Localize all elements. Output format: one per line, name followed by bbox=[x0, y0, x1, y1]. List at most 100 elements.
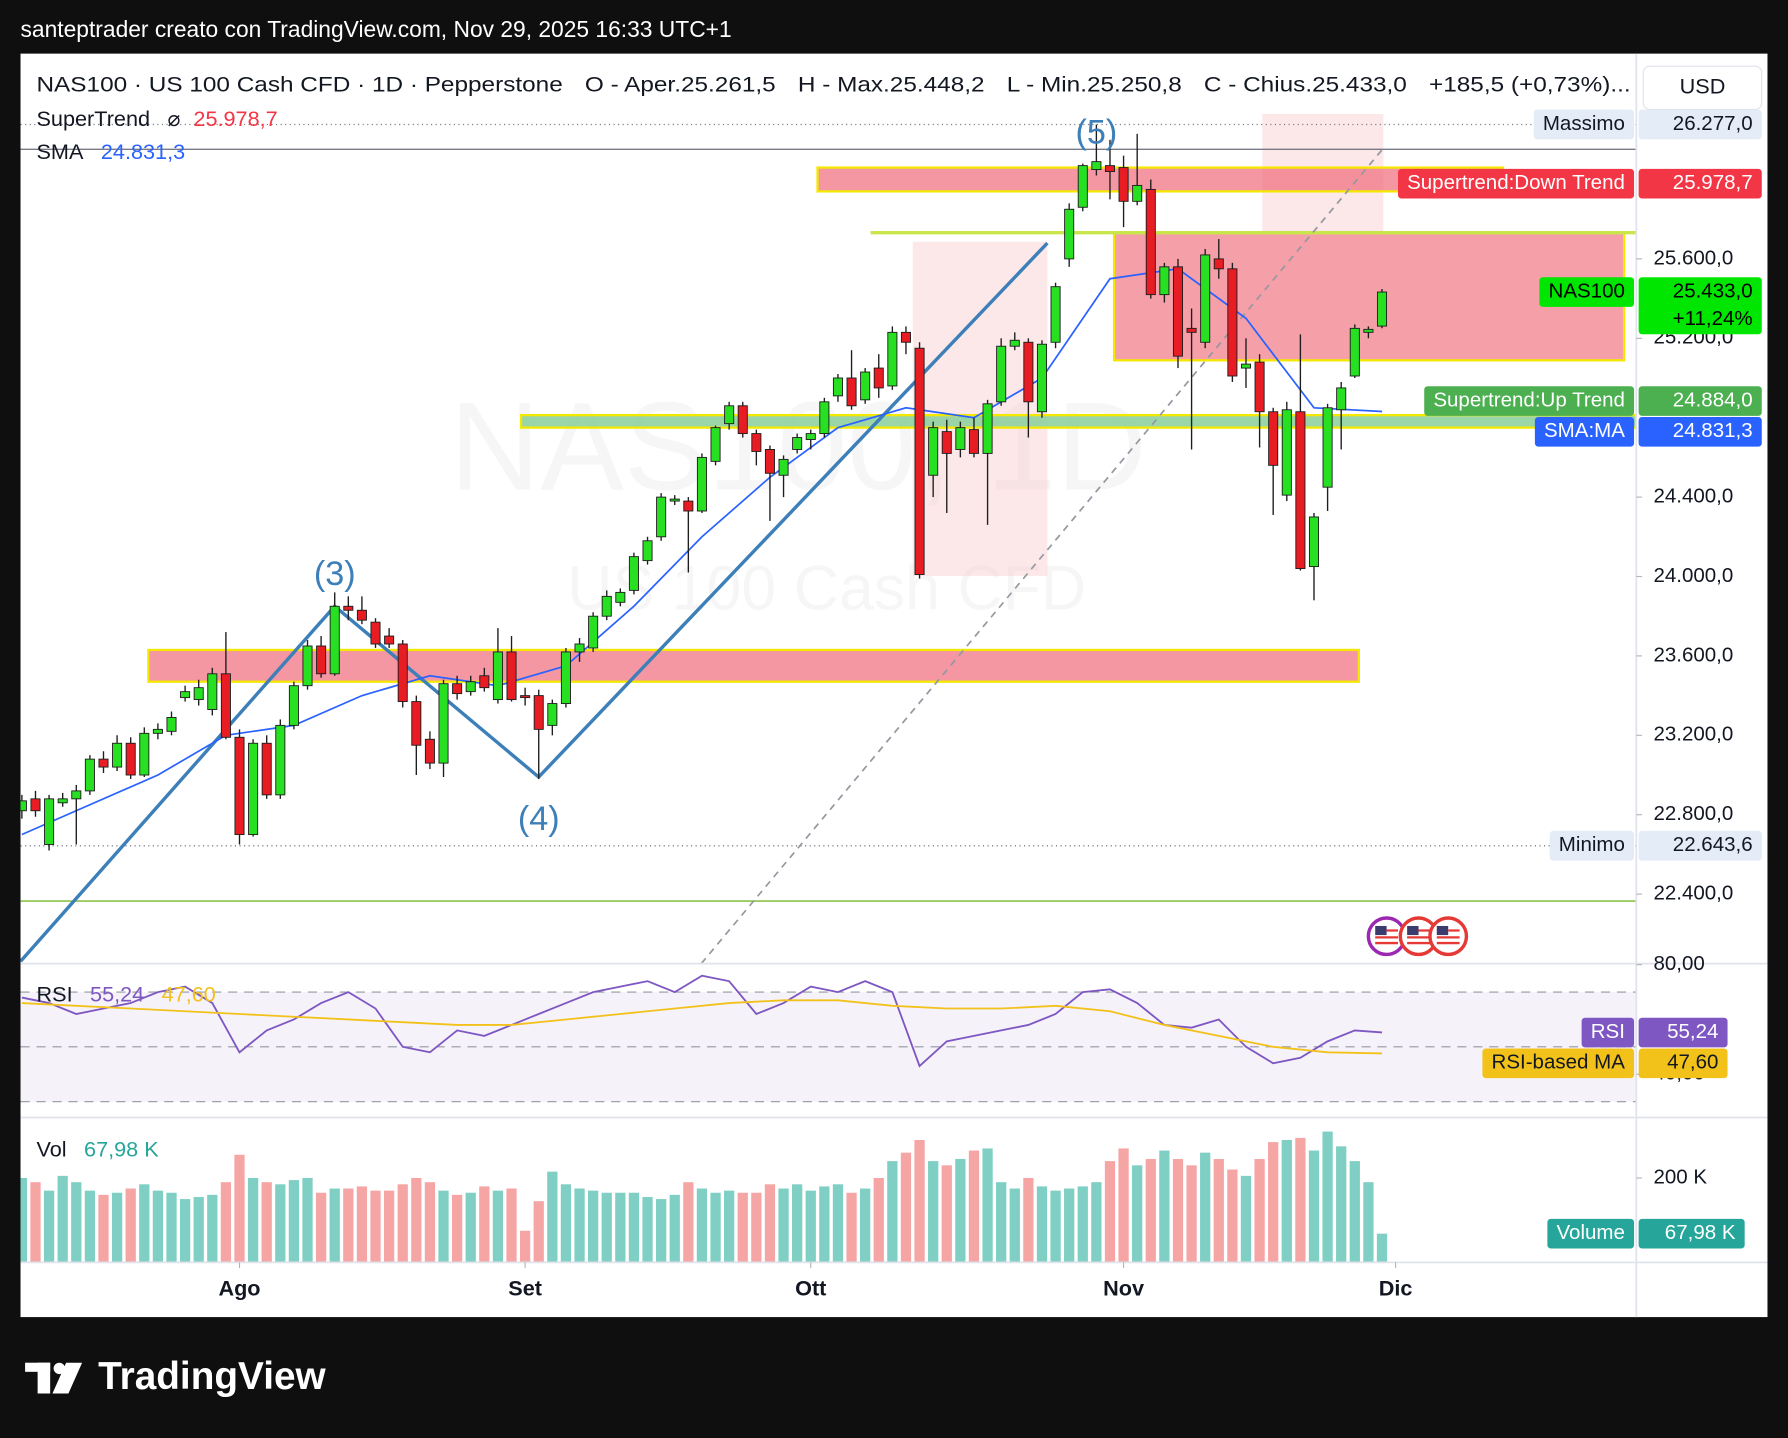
candle-body bbox=[1077, 165, 1088, 208]
volume-bar bbox=[846, 1192, 857, 1263]
price-tag bbox=[1638, 1048, 1728, 1079]
candle-body bbox=[1376, 291, 1388, 327]
candle-body bbox=[941, 431, 952, 454]
candle-body bbox=[1322, 407, 1333, 488]
y-tick-label: 24.000,0 bbox=[1653, 564, 1733, 587]
candle-body bbox=[193, 687, 204, 701]
tag-name-box bbox=[1533, 109, 1635, 140]
change-label: +185,5 (+0,73%)... bbox=[1429, 71, 1631, 96]
candle-body bbox=[492, 651, 503, 701]
tag-name: NAS100 bbox=[1549, 279, 1625, 302]
candle-body bbox=[873, 367, 884, 389]
currency-button[interactable] bbox=[1642, 65, 1763, 111]
volume-bar bbox=[1308, 1150, 1320, 1263]
volume-bar bbox=[737, 1192, 748, 1263]
price-tag-value: 25.978,7 bbox=[1673, 171, 1753, 194]
logo-part bbox=[53, 1362, 65, 1375]
volume-bar bbox=[1159, 1150, 1170, 1263]
sma-legend: SMA 24.831,3 bbox=[36, 139, 185, 164]
volume-bar bbox=[111, 1192, 123, 1263]
candle-body bbox=[1213, 258, 1224, 270]
candle-body bbox=[547, 703, 558, 726]
tag-name-box bbox=[1581, 1017, 1635, 1048]
flag-canton bbox=[1407, 925, 1419, 936]
candle-body bbox=[397, 643, 408, 703]
flag-stripes bbox=[1375, 929, 1460, 945]
candle-body bbox=[180, 691, 191, 699]
event-icons bbox=[1366, 916, 1469, 957]
event-icon[interactable] bbox=[1428, 916, 1469, 957]
candle-body bbox=[248, 742, 259, 836]
wave-line bbox=[20, 241, 1049, 963]
volume-bar bbox=[220, 1182, 232, 1263]
logo-part bbox=[37, 1362, 51, 1394]
candle-body bbox=[1268, 411, 1279, 466]
volume-bar bbox=[139, 1184, 150, 1263]
candle-body bbox=[71, 790, 82, 800]
currency-label[interactable]: USD bbox=[1680, 74, 1726, 99]
candle-body bbox=[84, 758, 95, 792]
indicator-value: 67,98 K bbox=[84, 1136, 159, 1161]
volume-bar bbox=[1254, 1158, 1265, 1263]
candle-body bbox=[30, 798, 41, 812]
volume-bar bbox=[887, 1161, 898, 1263]
symbol-title: NAS100 · US 100 Cash CFD · 1D · Pepperst… bbox=[36, 71, 562, 96]
candle-body bbox=[846, 377, 857, 407]
candle-body bbox=[683, 500, 694, 512]
candle-body bbox=[533, 695, 544, 730]
candle-body bbox=[574, 643, 585, 653]
logo-part bbox=[52, 1362, 83, 1394]
candle-body bbox=[384, 635, 395, 645]
candle-body bbox=[438, 683, 449, 764]
volume-bar bbox=[1104, 1161, 1116, 1263]
volume-bar bbox=[329, 1188, 340, 1263]
indicator-name: Vol bbox=[36, 1136, 66, 1161]
candle-body bbox=[261, 742, 272, 796]
flag-canton bbox=[1375, 925, 1387, 936]
candle-body bbox=[1349, 327, 1360, 377]
tag-name: RSI bbox=[1591, 1020, 1625, 1043]
tag-name-box bbox=[1482, 1048, 1635, 1079]
flag-canton bbox=[1436, 925, 1449, 936]
indicator-name: RSI bbox=[36, 981, 72, 1006]
volume-bar bbox=[873, 1177, 884, 1263]
volume-bar bbox=[1186, 1165, 1197, 1263]
y-tick-label: 200 K bbox=[1653, 1165, 1707, 1188]
y-tick-label: 25.600,0 bbox=[1653, 246, 1733, 269]
candle-body bbox=[656, 496, 667, 538]
candle-body bbox=[44, 798, 55, 845]
price-tag-value: 24.831,3 bbox=[1673, 419, 1753, 442]
volume-bar bbox=[696, 1188, 708, 1263]
candle-body bbox=[860, 371, 871, 401]
volume-bar bbox=[247, 1177, 259, 1263]
low-label: L - Min.25.250,8 bbox=[1007, 71, 1182, 96]
candle-body bbox=[628, 556, 639, 591]
volume-bar bbox=[792, 1184, 803, 1263]
volume-bar bbox=[179, 1199, 191, 1263]
candle-body bbox=[98, 758, 109, 768]
volume-bar bbox=[1118, 1148, 1129, 1263]
candle-body bbox=[329, 605, 340, 675]
tag-name-box bbox=[1397, 168, 1635, 199]
volume-bar bbox=[261, 1182, 272, 1263]
price-tag bbox=[1638, 168, 1762, 199]
y-tick-label: 80,00 bbox=[1653, 952, 1704, 975]
candle-body bbox=[1363, 328, 1374, 333]
candle-body bbox=[207, 673, 218, 710]
candle-body bbox=[1336, 387, 1347, 411]
tag-name-box bbox=[1547, 1218, 1635, 1249]
volume-pane bbox=[20, 1131, 1388, 1263]
volume-bar bbox=[955, 1158, 966, 1263]
volume-bar bbox=[1145, 1158, 1156, 1263]
volume-bar bbox=[234, 1154, 245, 1263]
volume-bar bbox=[315, 1192, 327, 1263]
zone bbox=[147, 648, 1361, 683]
volume-bar bbox=[1091, 1182, 1102, 1263]
volume-bar bbox=[533, 1201, 544, 1263]
trend-line bbox=[700, 147, 1384, 964]
price-tag-change: +11,24% bbox=[1673, 307, 1753, 330]
volume-bar bbox=[1322, 1131, 1333, 1263]
price-tag bbox=[1638, 416, 1762, 447]
x-tick-label: Dic bbox=[1379, 1275, 1413, 1300]
y-tick-label: 22.400,0 bbox=[1653, 882, 1733, 905]
